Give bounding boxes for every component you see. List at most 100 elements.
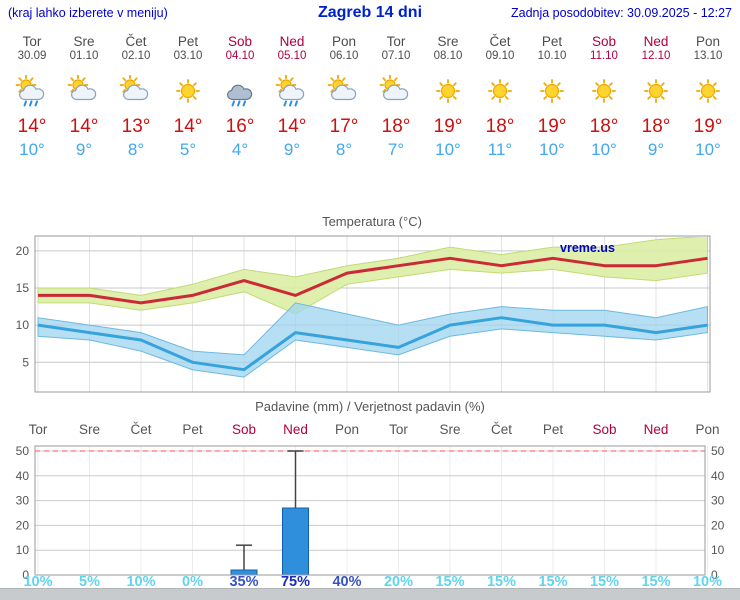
sun-icon bbox=[682, 75, 734, 109]
day-column[interactable]: Sob 04.10 16° 4° bbox=[214, 28, 266, 160]
high-temp: 18° bbox=[589, 116, 619, 137]
sun-cloud-rain-icon bbox=[6, 74, 58, 109]
day-date: 04.10 bbox=[225, 50, 255, 62]
horizontal-scrollbar[interactable] bbox=[0, 588, 740, 600]
svg-text:Pon: Pon bbox=[335, 422, 359, 437]
svg-text:30: 30 bbox=[711, 494, 725, 508]
precip-day-labels: Tor Sre Čet Pet Sob Ned Pon Tor Sre Čet Pet Sob Ned P… bbox=[29, 422, 720, 437]
temp-max-band bbox=[37, 237, 708, 315]
sun-cloud-icon bbox=[58, 74, 110, 109]
sun-icon bbox=[630, 75, 682, 109]
day-name: Sob bbox=[227, 34, 253, 49]
precip-probability: 10% bbox=[126, 574, 155, 590]
day-column[interactable]: Tor 30.09 14° 10° bbox=[6, 28, 58, 160]
low-temp: 4° bbox=[231, 140, 249, 159]
precip-probability: 15% bbox=[487, 574, 516, 590]
forecast-day-strip: Tor 30.09 14° 10° Sre 01.10 14° 9° Čet 02.10 13° 8°… bbox=[6, 28, 734, 160]
precip-bar bbox=[282, 507, 309, 576]
day-name: Sob bbox=[591, 34, 617, 49]
precip-probability-labels: 10% 5% 10% 0% 35% 75% 40% 20% 15% 15% 15% 15% 15% 10% bbox=[23, 574, 722, 590]
day-date: 30.09 bbox=[17, 50, 47, 62]
cloud-rain-icon bbox=[214, 75, 266, 109]
day-column[interactable]: Čet 09.10 18° 11° bbox=[474, 28, 526, 160]
precip-chart-title: Padavine (mm) / Verjetnost padavin (%) bbox=[255, 399, 485, 414]
precip-probability: 5% bbox=[79, 574, 100, 590]
high-temp: 17° bbox=[329, 116, 359, 137]
day-name: Pet bbox=[177, 34, 199, 49]
day-date: 05.10 bbox=[277, 50, 307, 62]
low-temp: 10° bbox=[19, 140, 45, 159]
svg-text:0: 0 bbox=[711, 568, 718, 582]
day-date: 07.10 bbox=[381, 50, 411, 62]
svg-text:10: 10 bbox=[16, 543, 30, 557]
precip-probability: 75% bbox=[281, 574, 310, 590]
day-column[interactable]: Sre 08.10 19° 10° bbox=[422, 28, 474, 160]
low-temp: 7° bbox=[387, 140, 405, 159]
svg-text:40: 40 bbox=[711, 469, 725, 483]
day-date: 09.10 bbox=[485, 50, 515, 62]
svg-text:Sob: Sob bbox=[232, 422, 256, 437]
day-name: Sre bbox=[437, 34, 459, 49]
temp-min-line bbox=[37, 316, 708, 372]
day-date: 01.10 bbox=[69, 50, 99, 62]
high-temp: 18° bbox=[641, 116, 671, 137]
svg-text:40: 40 bbox=[16, 469, 30, 483]
low-temp: 9° bbox=[75, 140, 93, 159]
day-name: Ned bbox=[279, 34, 305, 49]
sun-icon bbox=[162, 75, 214, 109]
low-temp: 10° bbox=[435, 140, 461, 159]
day-date: 02.10 bbox=[121, 50, 151, 62]
day-column[interactable]: Čet 02.10 13° 8° bbox=[110, 28, 162, 160]
day-date: 06.10 bbox=[329, 50, 359, 62]
day-name: Čet bbox=[125, 34, 147, 49]
svg-text:Tor: Tor bbox=[389, 422, 408, 437]
low-temp: 10° bbox=[591, 140, 617, 159]
sun-cloud-icon bbox=[110, 74, 162, 109]
svg-text:20: 20 bbox=[16, 518, 30, 532]
high-temp: 14° bbox=[277, 116, 307, 137]
day-column[interactable]: Pet 10.10 19° 10° bbox=[526, 28, 578, 160]
svg-text:Čet: Čet bbox=[130, 422, 151, 437]
day-date: 13.10 bbox=[693, 50, 723, 62]
high-temp: 14° bbox=[173, 116, 203, 137]
high-temp: 14° bbox=[69, 116, 99, 137]
day-date: 03.10 bbox=[173, 50, 203, 62]
day-name: Tor bbox=[22, 34, 42, 49]
svg-text:10: 10 bbox=[16, 318, 30, 332]
svg-text:20: 20 bbox=[711, 518, 725, 532]
precip-probability: 40% bbox=[332, 574, 361, 590]
precip-vertical-grid bbox=[37, 446, 708, 575]
day-date: 12.10 bbox=[641, 50, 671, 62]
high-temp: 19° bbox=[537, 116, 567, 137]
day-column[interactable]: Ned 05.10 14° 9° bbox=[266, 28, 318, 160]
day-column[interactable]: Sre 01.10 14° 9° bbox=[58, 28, 110, 160]
low-temp: 10° bbox=[539, 140, 565, 159]
sun-icon bbox=[526, 75, 578, 109]
low-temp: 5° bbox=[179, 140, 197, 159]
day-name: Pon bbox=[695, 34, 721, 49]
day-column[interactable]: Tor 07.10 18° 7° bbox=[370, 28, 422, 160]
svg-text:20: 20 bbox=[16, 244, 30, 258]
day-name: Sre bbox=[73, 34, 95, 49]
precip-y-grid: 0 0 10 10 20 20 30 30 40 40 50 50 bbox=[16, 444, 725, 582]
svg-text:Ned: Ned bbox=[283, 422, 308, 437]
svg-text:Tor: Tor bbox=[29, 422, 48, 437]
svg-text:Sre: Sre bbox=[439, 422, 460, 437]
svg-text:30: 30 bbox=[16, 494, 30, 508]
precip-probability: 10% bbox=[693, 574, 722, 590]
temp-min-band bbox=[37, 302, 708, 378]
sun-icon bbox=[422, 75, 474, 109]
day-column[interactable]: Pon 13.10 19° 10° bbox=[682, 28, 734, 160]
day-column[interactable]: Pon 06.10 17° 8° bbox=[318, 28, 370, 160]
day-column[interactable]: Sob 11.10 18° 10° bbox=[578, 28, 630, 160]
sun-icon bbox=[474, 75, 526, 109]
day-column[interactable]: Ned 12.10 18° 9° bbox=[630, 28, 682, 160]
watermark: vreme.us bbox=[560, 241, 615, 255]
day-column[interactable]: Pet 03.10 14° 5° bbox=[162, 28, 214, 160]
precipitation-chart: Padavine (mm) / Verjetnost padavin (%) To… bbox=[16, 399, 725, 590]
svg-text:15: 15 bbox=[16, 281, 30, 295]
high-temp: 18° bbox=[381, 116, 411, 137]
precip-probability: 15% bbox=[641, 574, 670, 590]
page-header: Zagreb 14 dni (kraj lahko izberete v men… bbox=[0, 0, 740, 26]
